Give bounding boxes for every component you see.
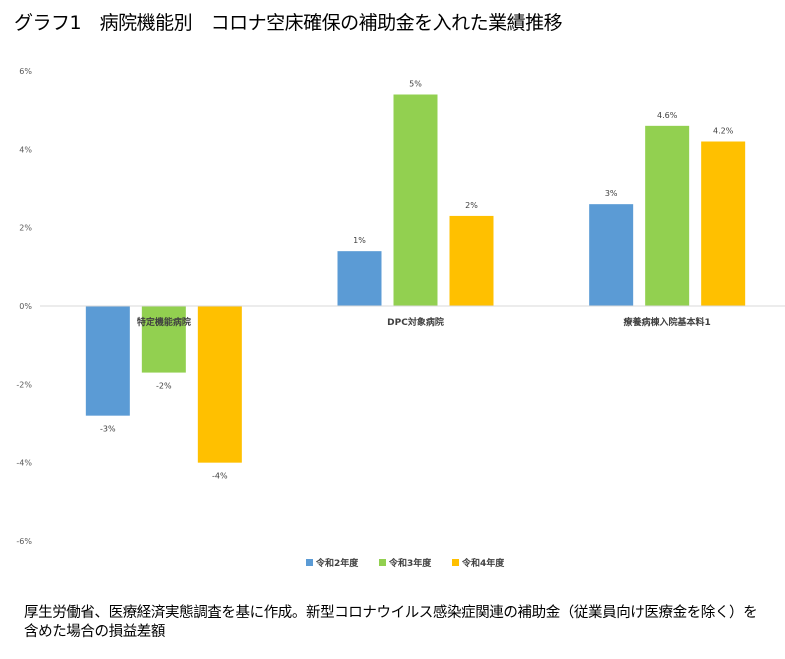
legend-label: 令和4年度 [461, 557, 505, 569]
y-tick-label: 4% [19, 145, 32, 154]
data-label: 5% [409, 80, 422, 89]
bar [85, 306, 130, 416]
bar-chart: 6% 4% 2% 0% -2% -4% -6% -3% 1% 3% -2% 5% 4.6% -4% 2% 4.… [16, 67, 785, 569]
bar [393, 94, 438, 306]
category-label: 療養病棟入院基本料1 [624, 316, 711, 328]
data-label: -4% [212, 472, 228, 481]
bar [645, 125, 690, 306]
source-note: 厚生労働省、医療経済実態調査を基に作成。新型コロナウイルス感染症関連の補助金（従… [24, 605, 758, 640]
y-tick-label: 2% [19, 224, 32, 233]
legend-swatch [452, 559, 459, 566]
data-label: -2% [156, 382, 172, 391]
data-label: 1% [353, 236, 366, 245]
legend-swatch [306, 559, 313, 566]
bar [337, 251, 382, 306]
y-tick-label: 0% [19, 302, 32, 311]
legend-label: 令和2年度 [315, 557, 359, 569]
bar [589, 204, 634, 306]
bar [197, 306, 242, 463]
y-tick-label: -6% [16, 537, 32, 546]
category-label: 特定機能病院 [137, 316, 191, 328]
bar [449, 215, 494, 306]
chart-title: グラフ1 病院機能別 コロナ空床確保の補助金を入れた業績推移 [14, 12, 563, 34]
y-tick-label: -4% [16, 459, 32, 468]
legend-swatch [379, 559, 386, 566]
data-label: 4.2% [713, 127, 734, 136]
legend-label: 令和3年度 [388, 557, 432, 569]
data-label: 3% [605, 189, 618, 198]
bar [141, 306, 186, 373]
y-tick-label: -2% [16, 380, 32, 389]
data-label: 2% [465, 201, 478, 210]
y-tick-label: 6% [19, 67, 32, 76]
data-label: 4.6% [657, 111, 678, 120]
bar [701, 141, 746, 306]
category-label: DPC対象病院 [387, 316, 444, 328]
data-label: -3% [100, 425, 116, 434]
